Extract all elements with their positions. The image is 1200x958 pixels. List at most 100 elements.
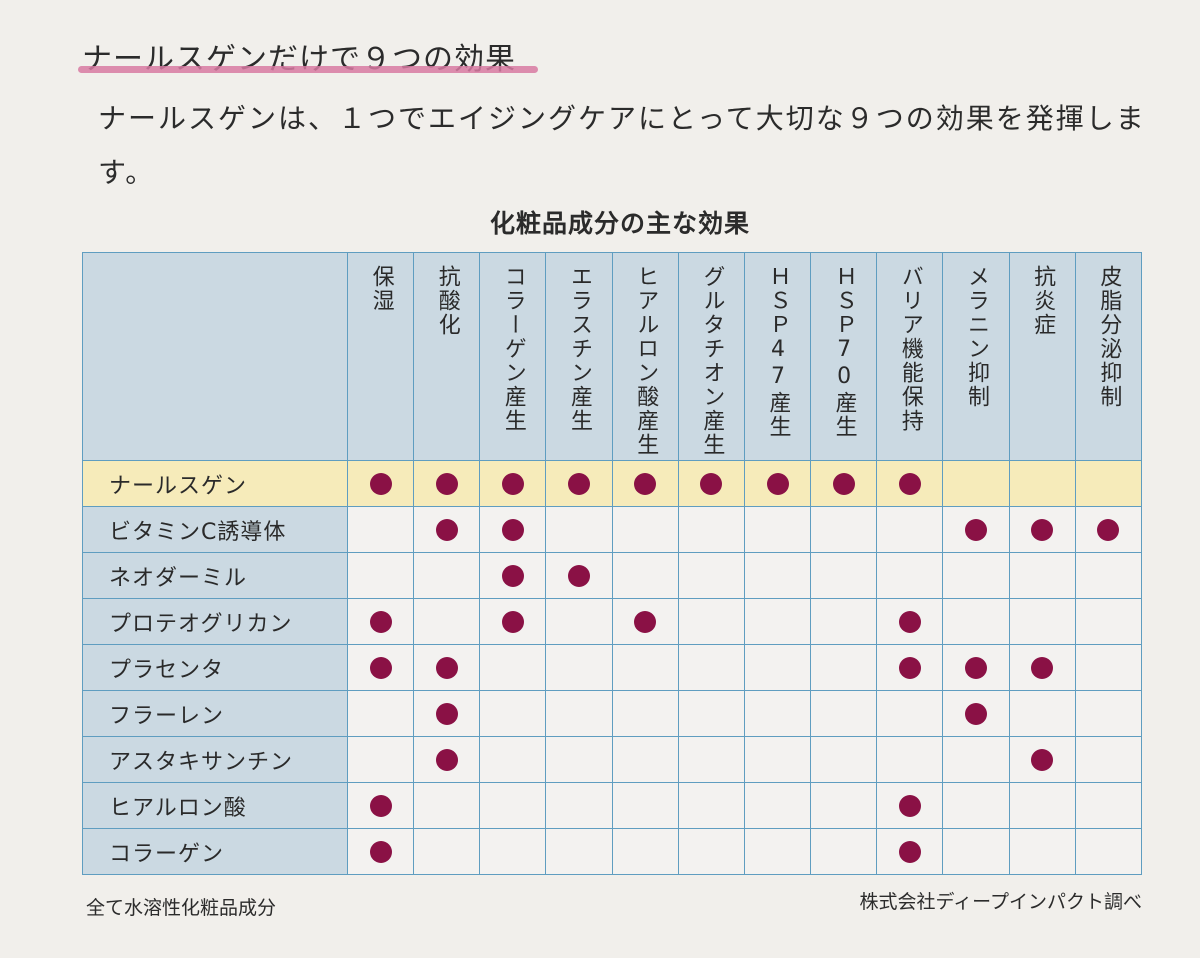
effect-dot-marker [766,472,789,495]
effect-dot-marker [898,794,921,817]
table-cell [876,736,944,783]
table-cell [413,552,481,599]
effect-dot-marker [898,610,921,633]
table-cell [1074,598,1143,645]
table-title: 化粧品成分の主な効果 [489,209,750,238]
table-cell [545,828,613,875]
table-cell [479,460,547,507]
table-cell [346,782,415,829]
table-cell [743,552,812,599]
table-cell [1008,782,1076,829]
column-header: バリア機能保持 [876,252,944,461]
table-cell [413,460,481,507]
table-row: ネオダーミル [82,552,1143,599]
table-cell [942,690,1010,737]
table-cell [479,506,547,553]
column-header: 抗炎症 [1008,252,1076,461]
table-cell [479,598,547,645]
table-cell [611,460,679,507]
table-cell [413,644,481,691]
table-cell [810,552,878,599]
table-cell [942,782,1010,829]
row-label: ナールスゲン [82,460,348,507]
column-header-label: 抗酸化 [434,265,460,337]
table-cell [1008,506,1076,553]
effect-dot-marker [369,840,392,863]
effect-dot-marker [964,702,987,725]
table-body: ナールスゲン ビタミンC誘導体 ネオダーミル プロテオグリカン プラセンタ フラーレン アス… [82,460,1143,875]
footnote-left: 全て水溶性化粧品成分 [86,897,277,919]
table-cell [677,460,745,507]
table-cell [810,690,878,737]
column-header: 皮脂分泌抑制 [1074,252,1143,461]
column-header-label: ＨＳＰ70産生 [831,265,857,439]
effect-dot-marker [435,656,458,679]
column-header: グルタチオン産生 [677,252,745,461]
column-header: ＨＳＰ70産生 [810,252,878,461]
row-label: ネオダーミル [82,552,348,599]
table-cell [942,460,1010,507]
table-cell [942,506,1010,553]
column-header-label: 抗炎症 [1030,265,1056,337]
column-header: エラスチン産生 [545,252,613,461]
table-cell [479,644,547,691]
row-label: コラーゲン [82,828,348,875]
table-cell [413,690,481,737]
table-cell [1074,782,1143,829]
table-cell [346,828,415,875]
table-cell [1008,552,1076,599]
effect-dot-marker [501,518,524,541]
column-header-label: メラニン抑制 [963,265,989,409]
table-cell [346,644,415,691]
table-cell [876,598,944,645]
effect-dot-marker [369,610,392,633]
table-cell [810,644,878,691]
table-cell [677,828,745,875]
effect-dot-marker [1031,518,1054,541]
table-cell [611,506,679,553]
row-label: ヒアルロン酸 [82,782,348,829]
effect-dot-marker [964,656,987,679]
table-cell [611,598,679,645]
table-cell [1008,736,1076,783]
column-header: コラーゲン産生 [479,252,547,461]
table-row: プラセンタ [82,644,1143,691]
effect-dot-marker [435,748,458,771]
table-cell [479,552,547,599]
table-cell [611,828,679,875]
table-cell [743,736,812,783]
table-row: ナールスゲン [82,460,1143,507]
effect-dot-marker [700,472,723,495]
effect-dot-marker [369,794,392,817]
table-cell [810,506,878,553]
table-cell [1074,828,1143,875]
effect-dot-marker [898,840,921,863]
effect-dot-marker [435,472,458,495]
table-cell [942,552,1010,599]
table-cell [810,782,878,829]
table-row: プロテオグリカン [82,598,1143,645]
table-cell [942,598,1010,645]
table-cell [479,828,547,875]
effects-table: 保湿 抗酸化 コラーゲン産生 エラスチン産生 ヒアルロン酸産生 グルタチオン産生 ＨＳＰ47… [82,252,1143,875]
table-cell [1074,736,1143,783]
table-cell [1074,506,1143,553]
column-header-label: エラスチン産生 [567,265,593,433]
effect-dot-marker [898,472,921,495]
table-cell [611,644,679,691]
table-cell [1074,552,1143,599]
column-header-label: ヒアルロン酸産生 [633,265,659,457]
table-cell [611,736,679,783]
table-cell [743,828,812,875]
effect-dot-marker [501,564,524,587]
table-cell [743,460,812,507]
heading-underline [78,66,538,73]
effect-dot-marker [1031,656,1054,679]
table-cell [810,460,878,507]
table-row: ヒアルロン酸 [82,782,1143,829]
table-cell [677,690,745,737]
table-header-row: 保湿 抗酸化 コラーゲン産生 エラスチン産生 ヒアルロン酸産生 グルタチオン産生 ＨＳＰ47… [82,252,1143,461]
table-row: フラーレン [82,690,1143,737]
column-header-label: ＨＳＰ47産生 [765,265,791,439]
effect-dot-marker [435,702,458,725]
